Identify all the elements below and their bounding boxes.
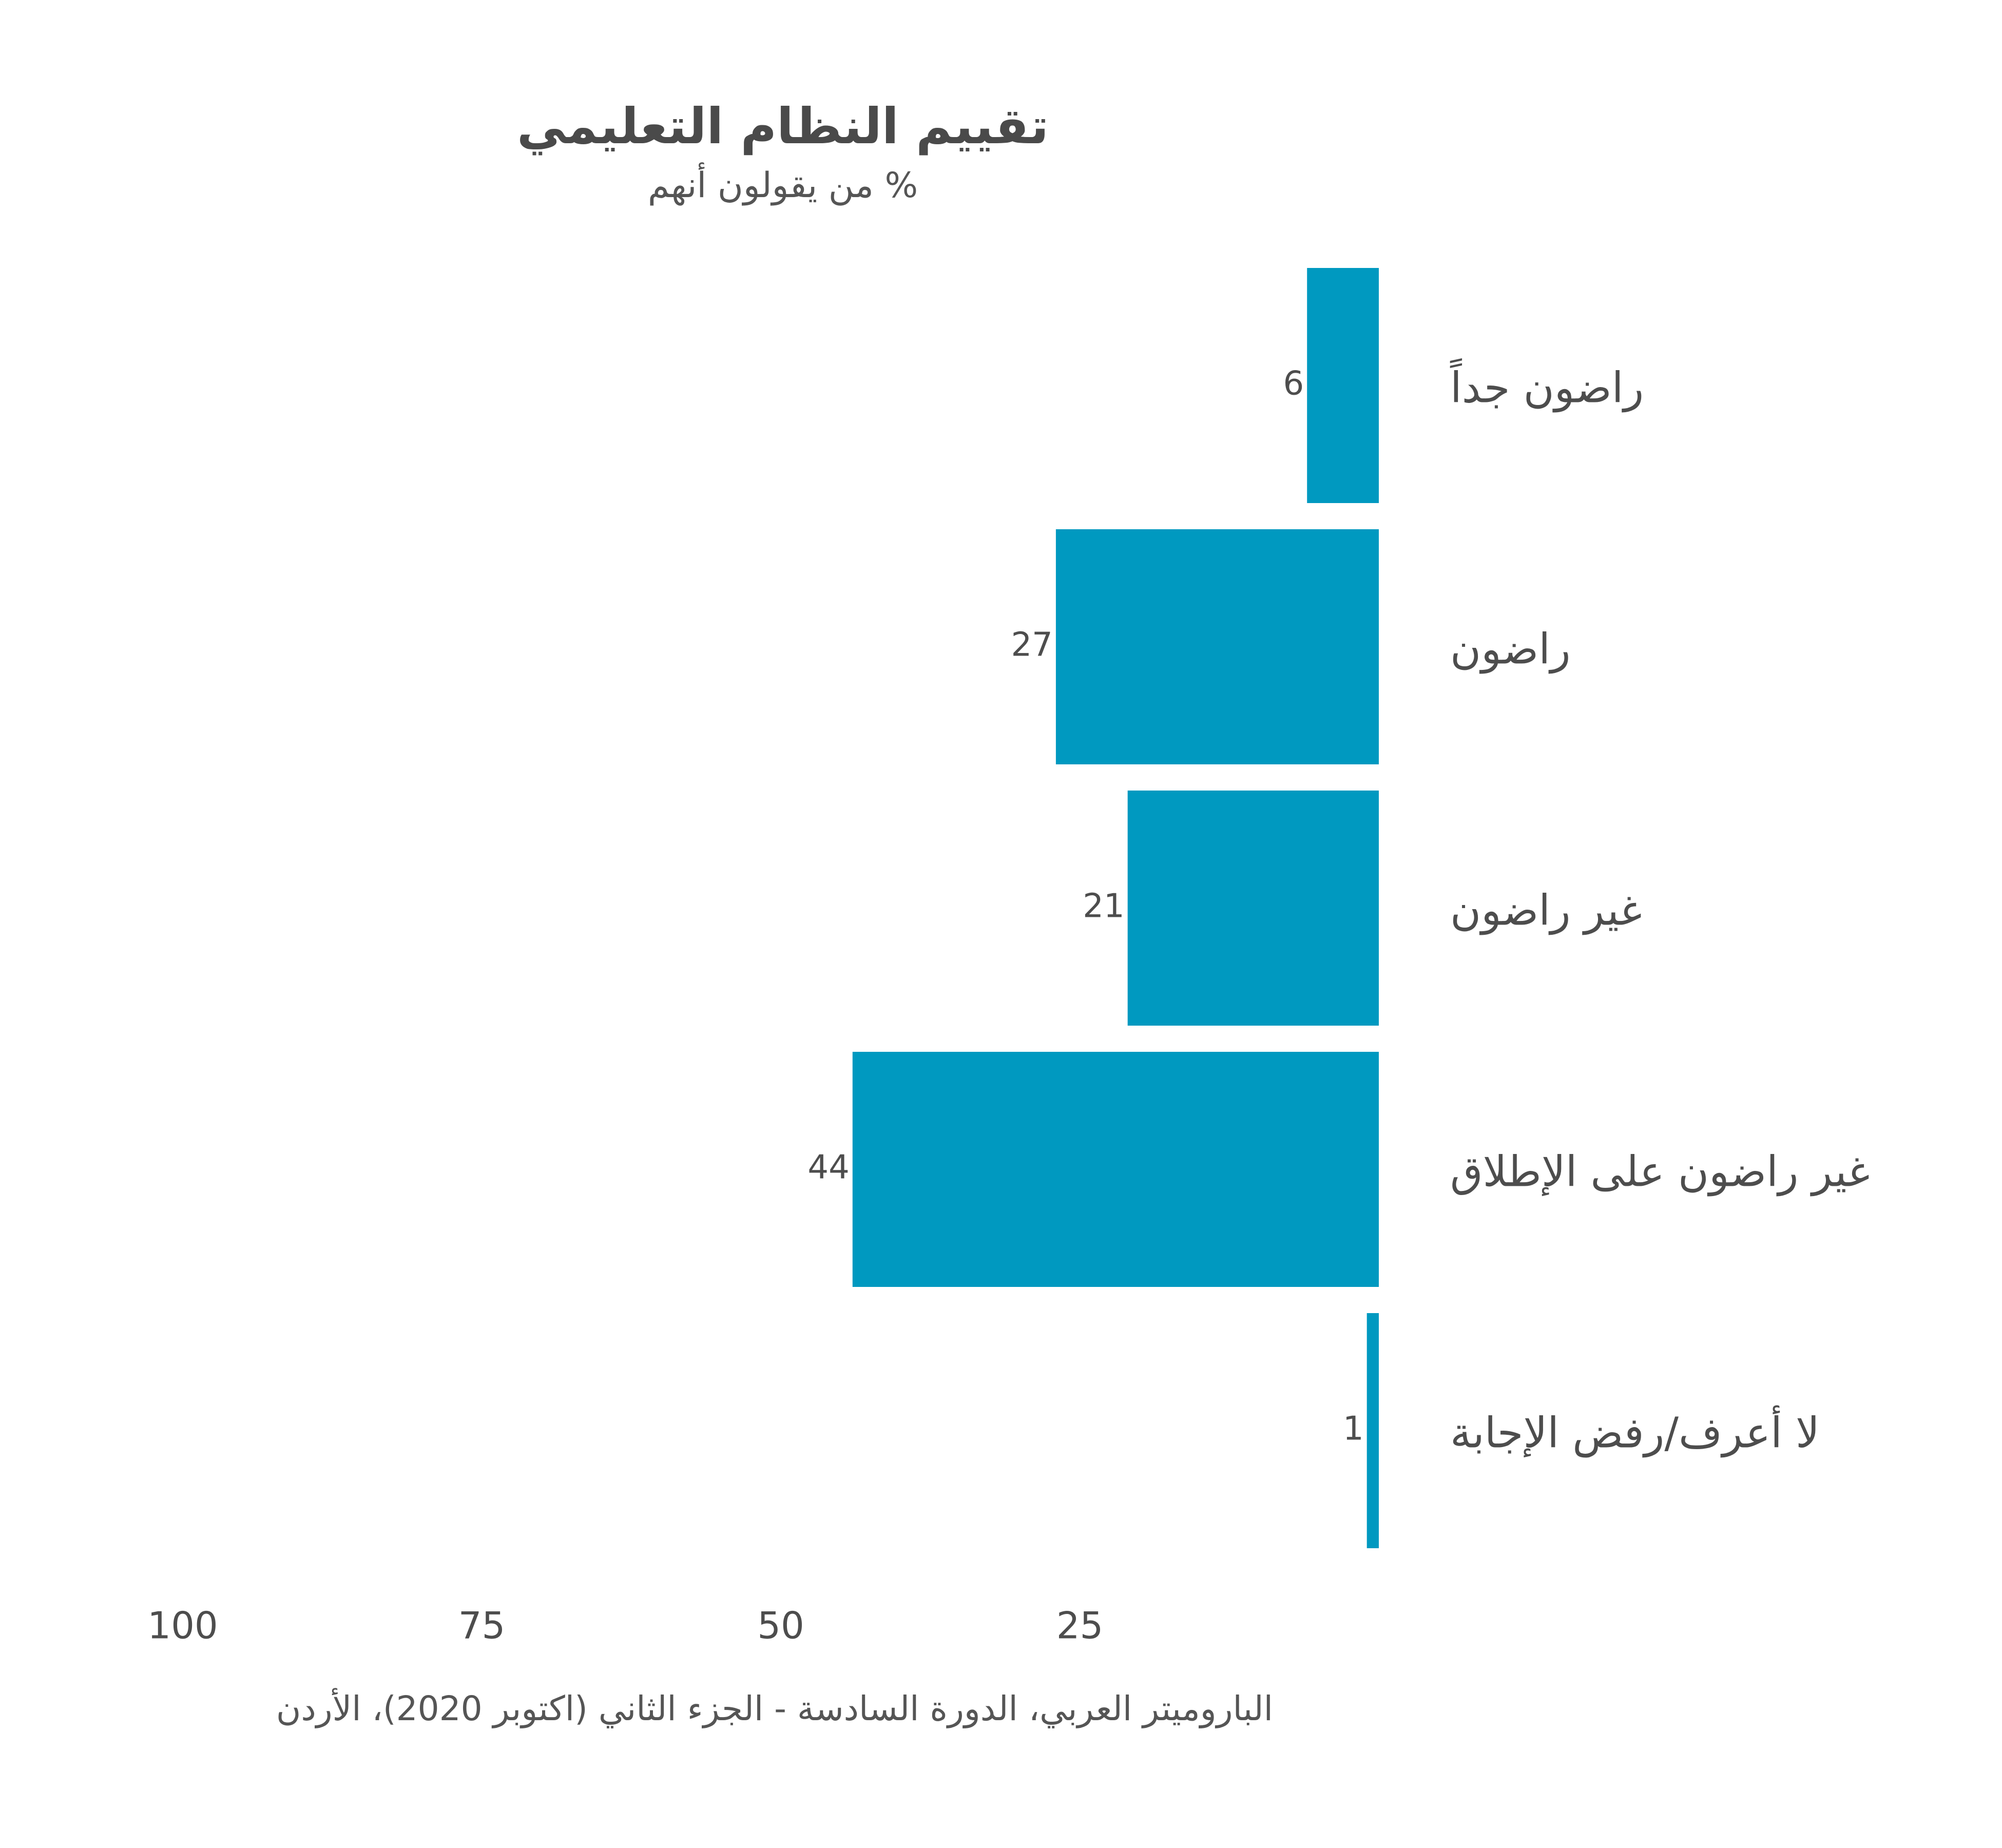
category-label-1: راضون xyxy=(1450,625,1571,673)
value-label-2: 21 xyxy=(1083,888,1124,926)
chart-subtitle: % من يقولون أنهم xyxy=(647,165,918,206)
x-tick-50: 50 xyxy=(757,1604,804,1647)
value-label-1: 27 xyxy=(1011,626,1052,664)
chart-title: تقييم النظام التعليمي xyxy=(517,98,1049,155)
value-labels-layer: 6 27 21 44 1 xyxy=(807,365,1363,1448)
bar-2 xyxy=(1127,791,1379,1026)
category-labels-layer: راضون جداً راضون غير راضون غير راضون على ال… xyxy=(1450,358,1870,1458)
value-label-4: 1 xyxy=(1343,1410,1364,1448)
bar-4 xyxy=(1366,1313,1379,1548)
category-label-3: غير راضون على الإطلاق xyxy=(1450,1147,1870,1197)
category-label-2: غير راضون xyxy=(1450,886,1642,935)
bar-0 xyxy=(1307,268,1379,503)
x-tick-100: 100 xyxy=(147,1604,218,1647)
value-label-3: 44 xyxy=(807,1149,849,1187)
x-axis-ticks: 100 75 50 25 xyxy=(147,1604,1103,1647)
bars-layer xyxy=(852,268,1379,1548)
bar-1 xyxy=(1055,529,1379,764)
value-label-0: 6 xyxy=(1283,365,1304,403)
source-note: الباروميتر العربي، الدورة السادسة - الجز… xyxy=(276,1689,1273,1728)
x-tick-75: 75 xyxy=(458,1604,506,1647)
bar-3 xyxy=(852,1052,1379,1287)
category-label-0: راضون جداً xyxy=(1450,358,1644,412)
x-tick-25: 25 xyxy=(1056,1604,1104,1647)
category-label-4: لا أعرف/رفض الإجابة xyxy=(1450,1405,1820,1458)
